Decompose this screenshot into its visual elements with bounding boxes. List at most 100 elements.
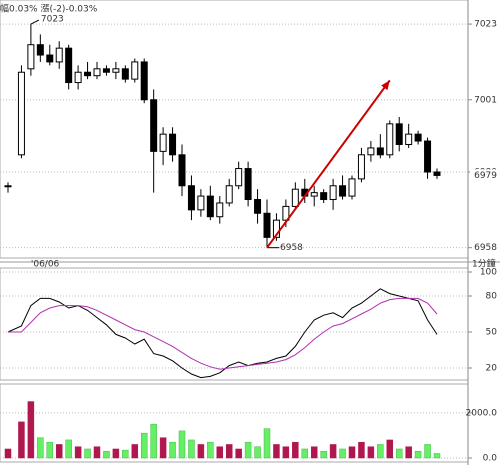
candle-body xyxy=(367,147,375,156)
volume-bar xyxy=(244,441,252,459)
candle-body xyxy=(169,133,177,156)
volume-bar xyxy=(225,444,233,459)
volume-bar xyxy=(273,444,280,459)
candle-body xyxy=(433,171,441,176)
y-tick-label: 50 xyxy=(486,328,498,338)
x-tick-label: '06/06 xyxy=(31,260,60,270)
volume-bar xyxy=(377,444,384,459)
volume-bar xyxy=(55,444,63,459)
candle-body xyxy=(74,71,82,84)
candle-body xyxy=(329,185,337,201)
candle-body xyxy=(131,61,139,80)
volume-bar xyxy=(84,448,91,459)
candle-body xyxy=(159,133,167,152)
volume-bar xyxy=(254,446,261,459)
trend-arrow-head xyxy=(381,80,390,91)
candle-body xyxy=(414,133,422,142)
candle-body xyxy=(263,212,271,238)
candle-body xyxy=(187,185,195,211)
volume-bar xyxy=(310,446,318,459)
volume-bar xyxy=(358,441,365,459)
y-tick-label: 20 xyxy=(486,364,498,374)
volume-bar xyxy=(282,446,290,459)
candle-body xyxy=(150,99,158,152)
low-annotation: 6958 xyxy=(280,243,303,253)
volume-bar xyxy=(235,448,242,459)
volume-bar xyxy=(37,437,44,459)
candle-body xyxy=(27,44,35,70)
volume-bar xyxy=(197,444,205,459)
volume-bar xyxy=(207,441,214,459)
candle-body xyxy=(65,47,73,84)
candle-body xyxy=(272,219,280,238)
candle-body xyxy=(235,168,243,187)
candle-body xyxy=(4,185,12,188)
y-tick-label: 7023 xyxy=(474,20,497,30)
volume-bar xyxy=(292,441,299,459)
volume-bar xyxy=(329,444,337,459)
candle-body xyxy=(93,68,101,77)
annotation-leader xyxy=(30,19,40,25)
candle-body xyxy=(55,47,63,63)
last-price-label: 6979 xyxy=(474,171,497,181)
volume-bar xyxy=(424,444,431,459)
candle-body xyxy=(102,68,110,73)
candle-body xyxy=(357,154,365,180)
volume-bar xyxy=(386,439,394,459)
volume-bar xyxy=(46,441,54,459)
volume-bar xyxy=(433,453,441,459)
candle-body xyxy=(339,185,347,197)
y-tick-label: 80 xyxy=(486,292,498,302)
candle-body xyxy=(216,202,224,218)
y-tick-label: 100 xyxy=(480,268,497,278)
candle-body xyxy=(46,54,54,63)
candle-body xyxy=(84,71,92,77)
volume-bar xyxy=(150,423,157,459)
candle-body xyxy=(36,44,44,56)
y-tick-label: 2000.0 xyxy=(466,408,498,418)
volume-bar xyxy=(4,448,12,459)
volume-bar xyxy=(140,432,148,459)
candle-body xyxy=(310,192,318,197)
candle-body xyxy=(320,192,328,201)
y-tick-label: 0.0 xyxy=(483,454,498,464)
title: 幅0.03% 漲(-2)-0.03% xyxy=(0,3,98,15)
candle-body xyxy=(244,168,252,201)
candle-body xyxy=(405,133,413,145)
y-tick-label: 6958 xyxy=(474,243,497,253)
candle-body xyxy=(254,199,262,214)
trend-arrow xyxy=(266,79,391,249)
candle-body xyxy=(291,188,299,207)
volume-bar xyxy=(74,446,82,459)
volume-bar xyxy=(178,430,186,459)
volume-bar xyxy=(188,439,195,459)
candle-body xyxy=(178,154,186,187)
volume-bar xyxy=(65,439,72,459)
last-price-box xyxy=(470,169,500,182)
volume-bar xyxy=(414,450,422,459)
kd-panel xyxy=(0,267,469,381)
volume-bar xyxy=(216,446,224,459)
candle-body xyxy=(348,178,356,197)
volume-bar xyxy=(103,450,110,459)
volume-bar xyxy=(263,428,271,459)
candle-body xyxy=(197,195,205,211)
volume-bar xyxy=(301,448,309,459)
candle-body xyxy=(17,71,25,156)
volume-bar xyxy=(405,446,412,459)
candle-body xyxy=(376,147,384,156)
interval-label: 1分鐘 xyxy=(472,258,496,270)
indicator-line xyxy=(7,288,438,379)
candle-body xyxy=(395,123,403,145)
volume-bar xyxy=(348,446,356,459)
volume-bar xyxy=(27,401,35,459)
volume-bar xyxy=(320,450,327,459)
candle-body xyxy=(112,68,120,73)
indicator-line xyxy=(8,297,438,370)
candle-body xyxy=(386,123,394,156)
y-tick-label: 7001 xyxy=(474,95,497,105)
volume-bar xyxy=(339,448,346,459)
candle-body xyxy=(424,140,432,173)
candle-body xyxy=(225,185,233,204)
